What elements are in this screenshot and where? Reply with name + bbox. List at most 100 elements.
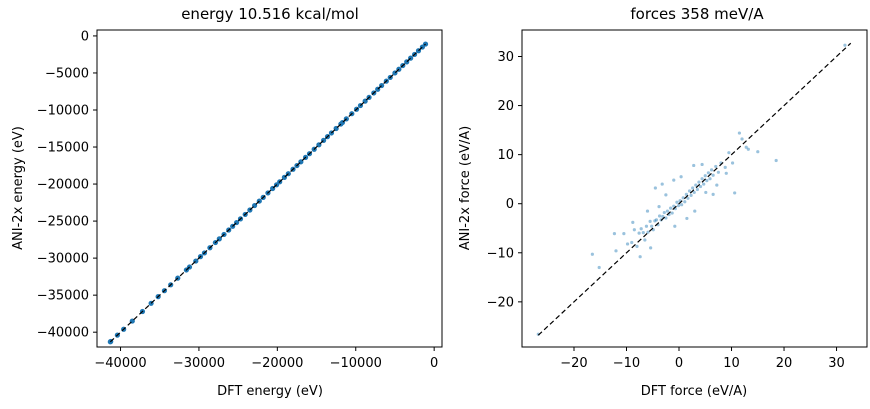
energy-x-tick-label: −10000 [330,356,382,371]
energy-y-tick-label: 0 [81,29,89,44]
forces-data-point [711,192,715,196]
energy-x-tick-label: −20000 [251,356,303,371]
forces-data-point [704,190,708,195]
forces-data-point [689,193,693,197]
forces-data-point [737,131,742,135]
forces-data-point [625,242,630,246]
energy-x-tick-label: −30000 [173,356,225,371]
forces-data-point [643,238,647,242]
forces-data-point [697,180,701,184]
forces-data-point [679,175,683,179]
forces-data-point [661,214,665,219]
forces-data-point [692,163,696,168]
forces-data-point [705,179,709,183]
forces-data-point [649,246,653,250]
forces-data-point [715,183,719,187]
energy-y-tick-label: −40000 [37,326,89,341]
forces-data-point [694,183,698,187]
energy-y-axis-label: ANI-2x energy (eV) [11,126,26,250]
forces-x-ticks: −20 −10 0 10 20 30 [560,347,845,371]
forces-data-point [708,177,712,181]
forces-data-point [673,224,677,228]
forces-data-point [637,231,641,235]
forces-panel: forces 358 meV/A −20 −10 0 10 20 30 30 20 10 0 −1… [458,5,868,399]
forces-points [536,43,847,336]
forces-data-point [693,209,697,213]
forces-reference-line [537,42,852,336]
forces-data-point [664,193,668,197]
forces-data-point [597,265,601,270]
forces-y-ticks: 30 20 10 0 −10 −20 [487,50,522,310]
forces-data-point [730,161,735,165]
forces-data-point [650,224,654,228]
forces-data-point [662,210,666,215]
energy-x-tick-label: 0 [430,356,438,371]
forces-data-point [665,209,670,213]
forces-data-point [685,216,689,221]
energy-y-tick-label: −5000 [45,66,89,81]
forces-data-point [774,158,778,163]
energy-y-ticks: 0 −5000 −10000 −15000 −20000 −25000 −30000 −350… [37,29,97,341]
energy-title: energy 10.516 kcal/mol [181,5,359,23]
forces-data-point [635,244,639,248]
forces-data-point [681,196,685,200]
forces-data-point [724,171,728,175]
forces-data-point [672,204,676,208]
energy-y-tick-label: −25000 [37,215,89,230]
forces-title: forces 358 meV/A [630,5,764,23]
forces-data-point [714,164,718,169]
forces-data-point [727,151,731,155]
forces-data-point [684,192,688,196]
forces-data-point [723,165,727,169]
energy-x-axis-label: DFT energy (eV) [217,384,323,399]
forces-data-point [744,145,748,149]
energy-panel: energy 10.516 kcal/mol −40000 −30000 −2000… [11,5,443,399]
forces-data-point [698,184,703,189]
forces-data-point [654,218,659,222]
forces-data-point [630,240,634,245]
forces-data-point [733,191,737,195]
forces-y-tick-label: 30 [497,50,514,65]
energy-x-tick-label: −40000 [94,356,146,371]
forces-x-tick-label: 30 [828,356,845,371]
forces-data-point [657,205,661,209]
forces-data-point [660,182,664,186]
forces-data-point [669,206,673,210]
forces-x-tick-label: −20 [560,356,587,371]
forces-x-axis-label: DFT force (eV/A) [641,384,748,399]
forces-data-point [700,162,704,167]
forces-x-tick-label: 10 [723,356,740,371]
forces-data-point [631,220,635,224]
forces-data-point [646,230,650,234]
forces-y-tick-label: 0 [506,197,514,212]
forces-data-point [676,204,681,208]
forces-data-point [686,196,690,200]
energy-x-ticks: −40000 −30000 −20000 −10000 0 [94,347,438,371]
forces-data-point [670,211,674,215]
forces-y-tick-label: 10 [497,148,514,163]
forces-data-point [740,137,744,141]
energy-y-tick-label: −35000 [37,289,89,304]
forces-y-axis-label: ANI-2x force (eV/A) [458,126,473,250]
energy-reference-line [109,43,426,343]
forces-data-point [703,174,707,178]
forces-data-point [672,178,676,182]
forces-data-point [746,147,750,151]
forces-data-point [680,203,684,207]
forces-y-tick-label: −20 [487,295,514,310]
forces-data-point [756,150,760,154]
forces-data-point [653,219,657,223]
forces-data-point [692,190,696,195]
forces-data-point [702,182,706,186]
forces-data-point [653,186,657,190]
forces-data-point [645,209,650,213]
forces-data-point [695,187,699,192]
forces-data-point [622,232,626,236]
forces-data-point [709,168,714,172]
forces-data-point [700,177,704,181]
energy-y-tick-label: −20000 [37,178,89,193]
forces-data-point [675,200,679,204]
forces-data-point [614,249,618,253]
energy-y-tick-label: −15000 [37,141,89,156]
forces-data-point [639,227,643,231]
